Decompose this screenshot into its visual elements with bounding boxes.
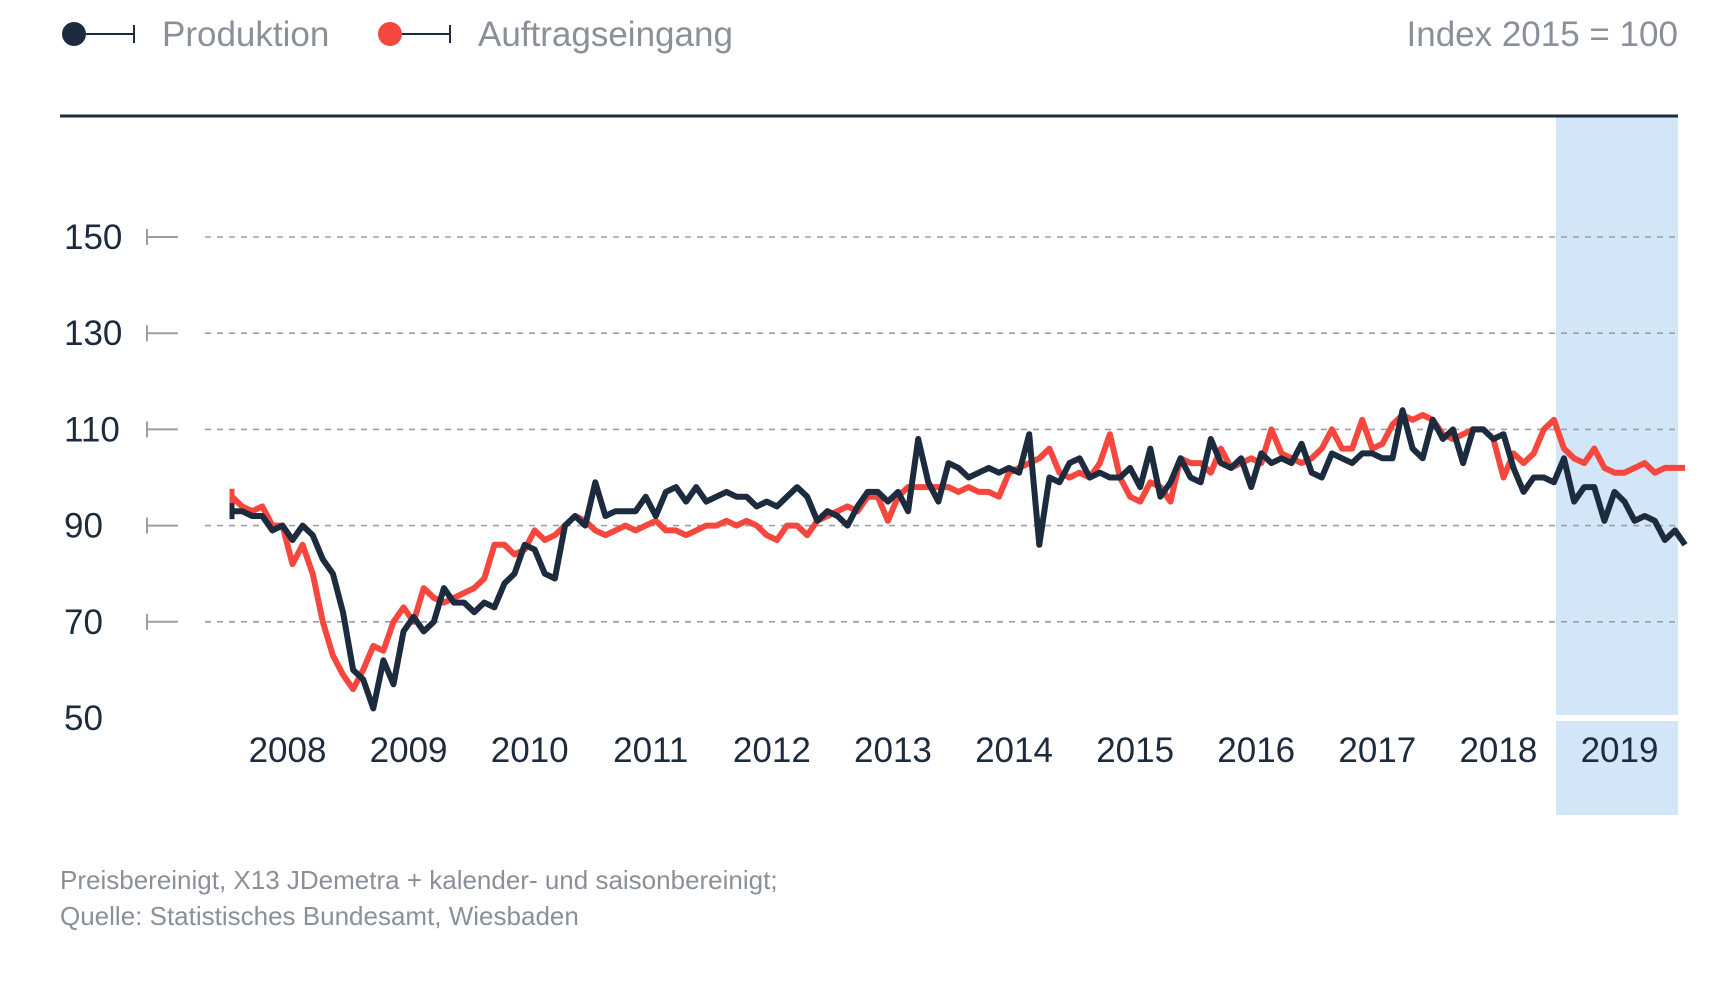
footnote-adjustment: Preisbereinigt, X13 JDemetra + kalender-… [60,865,778,895]
y-tick-label-150: 150 [64,218,122,257]
footnote-source: Quelle: Statistisches Bundesamt, Wiesbad… [60,901,579,931]
x-tick-label-2016: 2016 [1217,731,1295,770]
x-tick-label-2017: 2017 [1338,731,1416,770]
legend-item-auftragseingang: Auftragseingang [378,15,733,54]
highlight-2019-band [1556,116,1678,815]
x-tick-label-2012: 2012 [733,731,811,770]
produktion-legend-marker [62,22,86,46]
legend-item-produktion: Produktion [62,15,329,54]
y-tick-label-90: 90 [64,507,103,546]
x-tick-label-2019: 2019 [1581,731,1659,770]
y-tick-label-50: 50 [64,699,103,738]
index-label: Index 2015 = 100 [1407,15,1679,54]
gridlines [205,236,1678,721]
x-tick-label-2009: 2009 [370,731,448,770]
x-tick-label-2013: 2013 [854,731,932,770]
series-line-produktion [232,407,1688,712]
x-tick-label-2008: 2008 [249,731,327,770]
x-tick-label-2011: 2011 [613,731,688,770]
auftrag-legend-marker [378,22,402,46]
auftrag-legend-label: Auftragseingang [478,15,733,54]
legend: Produktion Auftragseingang Index 2015 = … [62,15,1678,54]
x-tick-label-2018: 2018 [1459,731,1537,770]
y-tick-label-70: 70 [64,603,103,642]
x-axis: 2008 2009 2010 2011 2012 2013 2014 2015 2016 2017… [249,731,1659,770]
x-tick-label-2015: 2015 [1096,731,1174,770]
x-tick-label-2014: 2014 [975,731,1053,770]
series-lines [229,407,1688,712]
y-tick-label-130: 130 [64,314,122,353]
footnotes: Preisbereinigt, X13 JDemetra + kalender-… [60,865,778,931]
y-tick-label-110: 110 [64,410,120,449]
produktion-legend-label: Produktion [162,15,329,54]
y-axis: 50 70 90 110 130 150 [64,218,178,738]
x-tick-label-2010: 2010 [491,731,569,770]
